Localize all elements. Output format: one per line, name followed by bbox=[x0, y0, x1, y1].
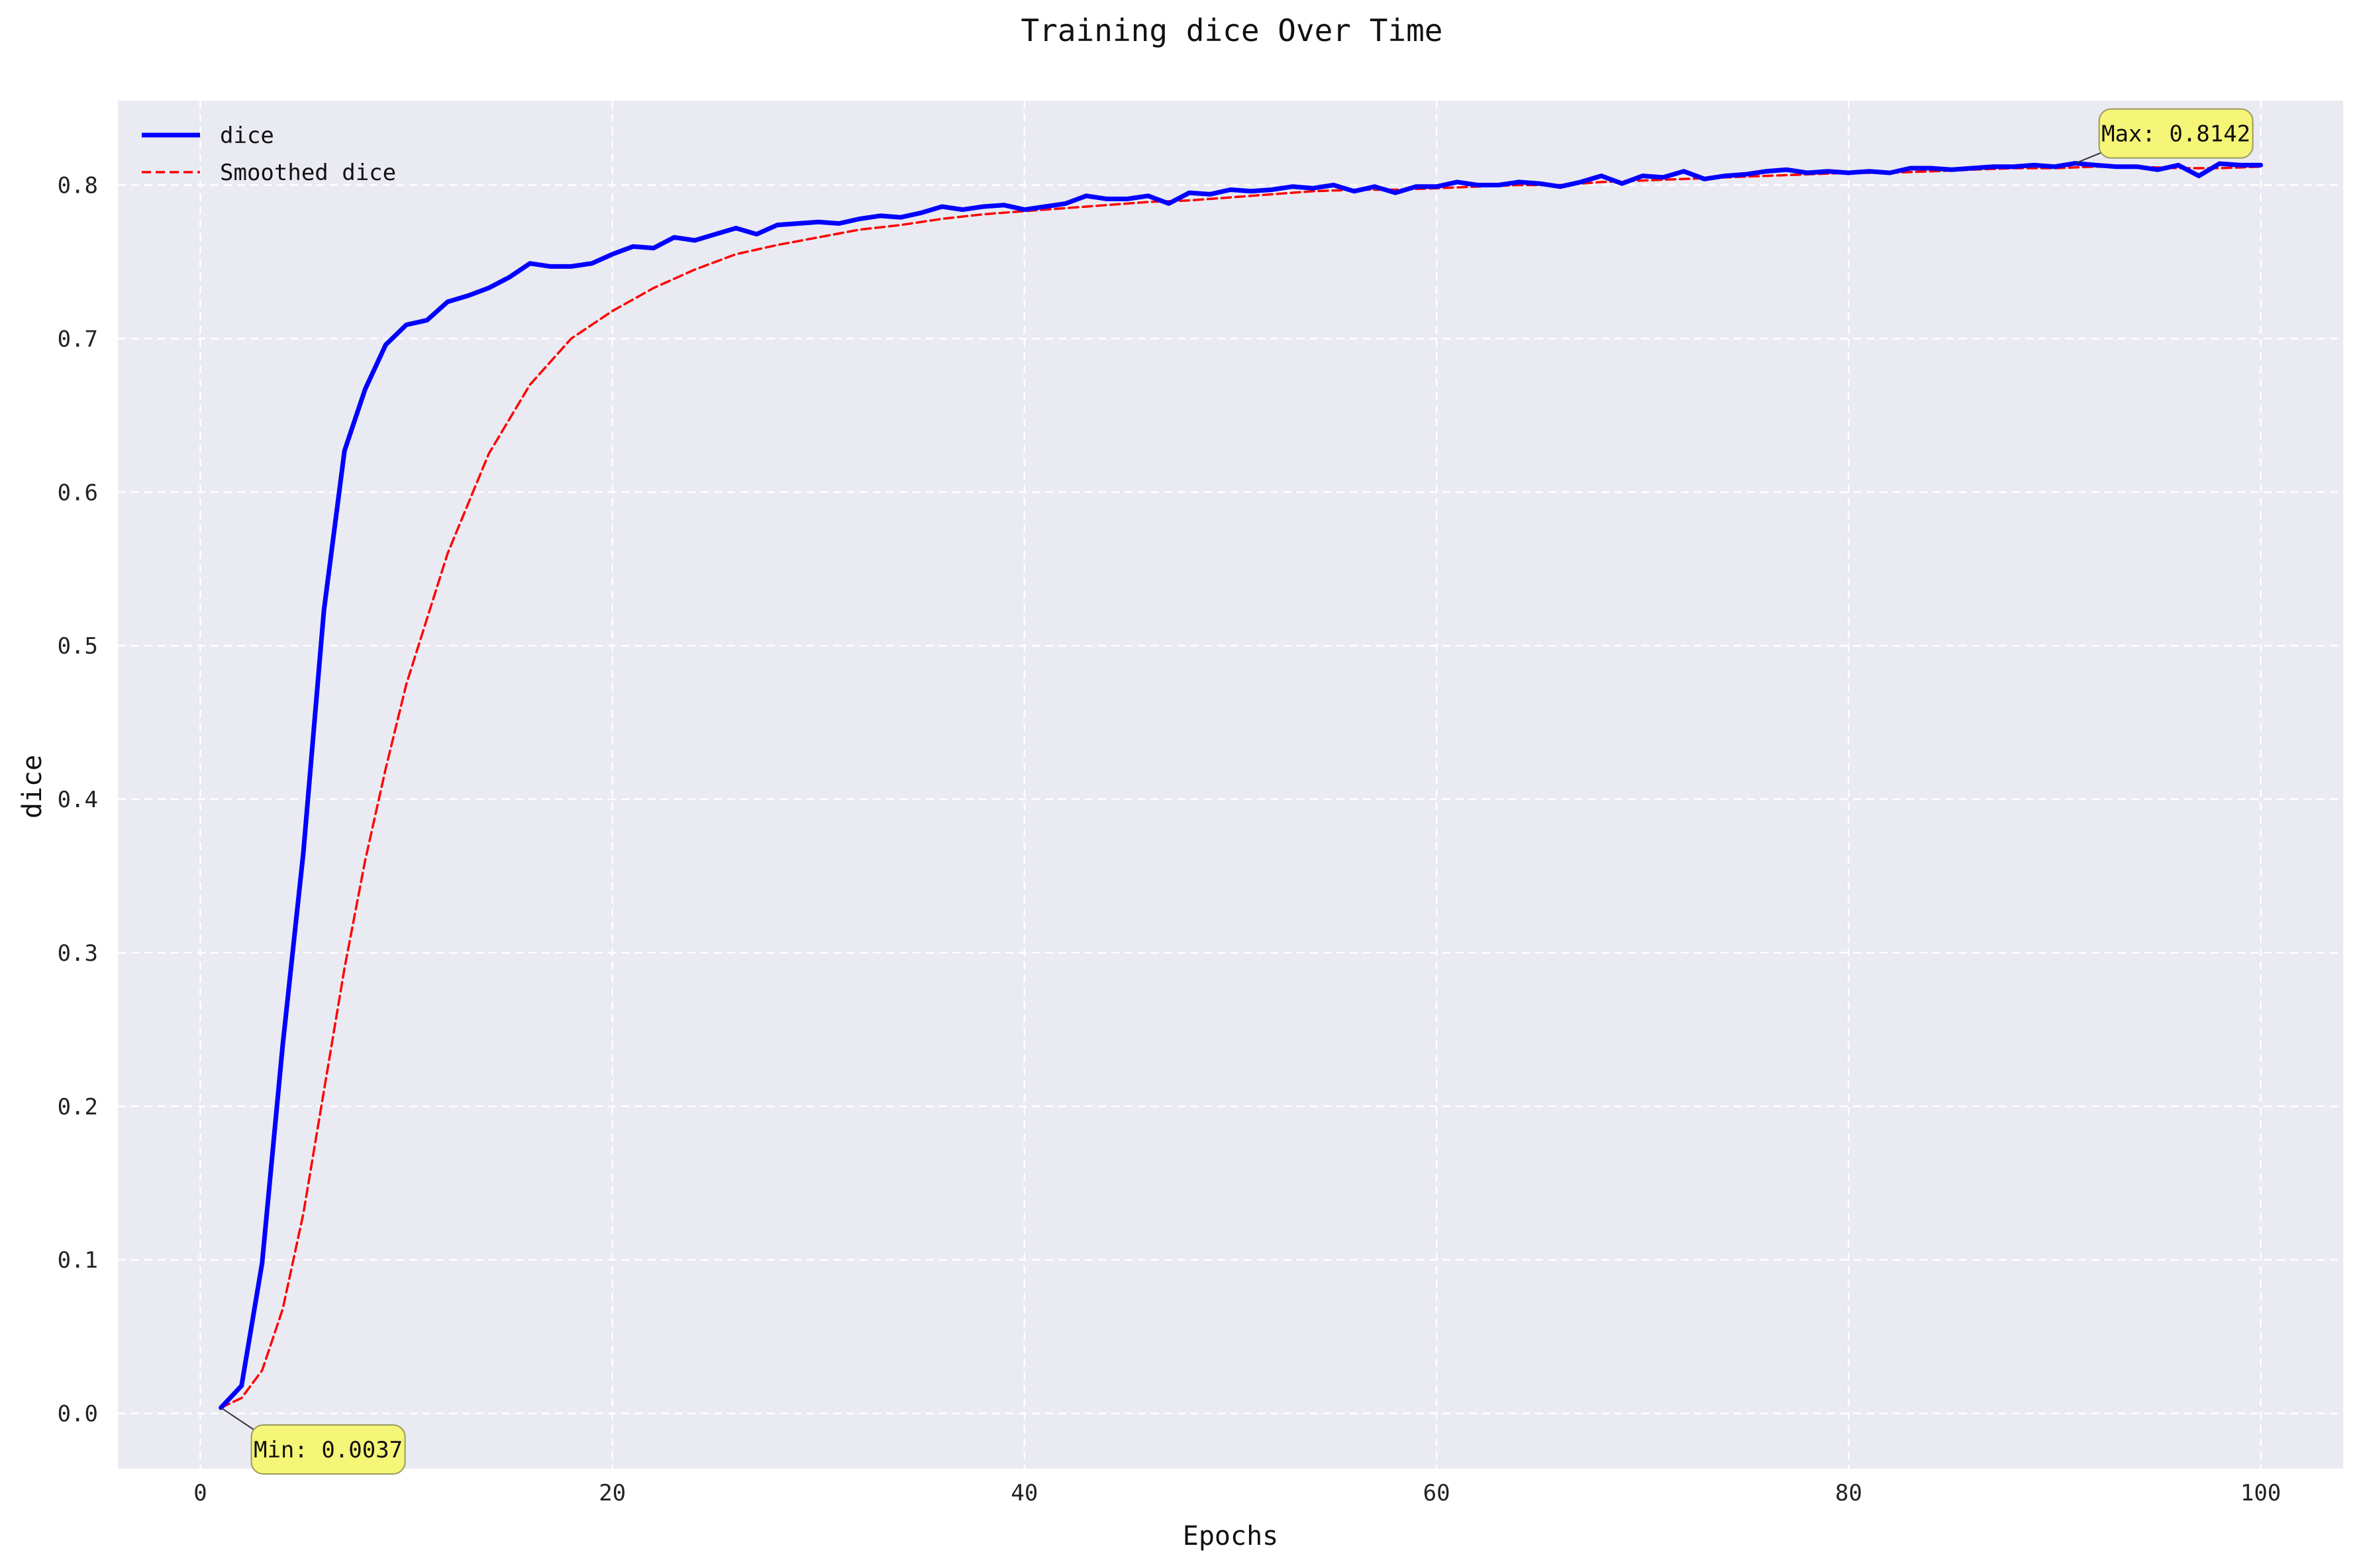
max-annotation-box bbox=[2098, 108, 2254, 159]
y-tick-label: 0.1 bbox=[58, 1248, 98, 1274]
chart-title: Training dice Over Time bbox=[1021, 13, 1443, 48]
min-annotation-box bbox=[250, 1424, 406, 1475]
x-tick-label: 20 bbox=[599, 1480, 626, 1506]
annotations: Max: 0.8142 Min: 0.0037 bbox=[221, 108, 2254, 1475]
x-tick-label: 60 bbox=[1423, 1480, 1450, 1506]
series-line-dice bbox=[219, 161, 2264, 1410]
min-annotation-text: Min: 0.0037 bbox=[254, 1437, 403, 1463]
x-tick-label: 40 bbox=[1011, 1480, 1038, 1506]
y-tick-label: 0.3 bbox=[58, 940, 98, 967]
y-tick-label: 0.6 bbox=[58, 479, 98, 506]
x-tick-label: 100 bbox=[2240, 1480, 2281, 1506]
y-tick-label: 0.4 bbox=[58, 787, 98, 813]
annotation-arrow bbox=[2075, 150, 2105, 164]
tick-labels: 0 20 40 60 80 100 0.0 0.1 0.2 0.3 0.4 0.5 0.6 0.7 0.8 bbox=[58, 173, 2282, 1506]
x-tick-label: 0 bbox=[193, 1480, 207, 1506]
y-tick-label: 0.7 bbox=[58, 326, 98, 352]
y-tick-label: 0.8 bbox=[58, 173, 98, 199]
plot-area bbox=[118, 101, 2343, 1469]
x-axis-label: Epochs bbox=[1183, 1521, 1279, 1551]
x-tick-label: 80 bbox=[1835, 1480, 1862, 1506]
annotation-arrow bbox=[221, 1407, 258, 1432]
y-tick-label: 0.5 bbox=[58, 633, 98, 660]
legend-label-dice: dice bbox=[220, 122, 274, 149]
y-tick-label: 0.2 bbox=[58, 1094, 98, 1120]
series-layer bbox=[219, 161, 2264, 1410]
legend-label-smoothed-dice: Smoothed dice bbox=[220, 160, 396, 186]
y-axis-label: dice bbox=[17, 755, 48, 818]
grid bbox=[118, 101, 2343, 1469]
max-annotation-text: Max: 0.8142 bbox=[2101, 121, 2250, 148]
legend: dice Smoothed dice bbox=[142, 122, 396, 186]
y-tick-label: 0.0 bbox=[58, 1401, 98, 1428]
